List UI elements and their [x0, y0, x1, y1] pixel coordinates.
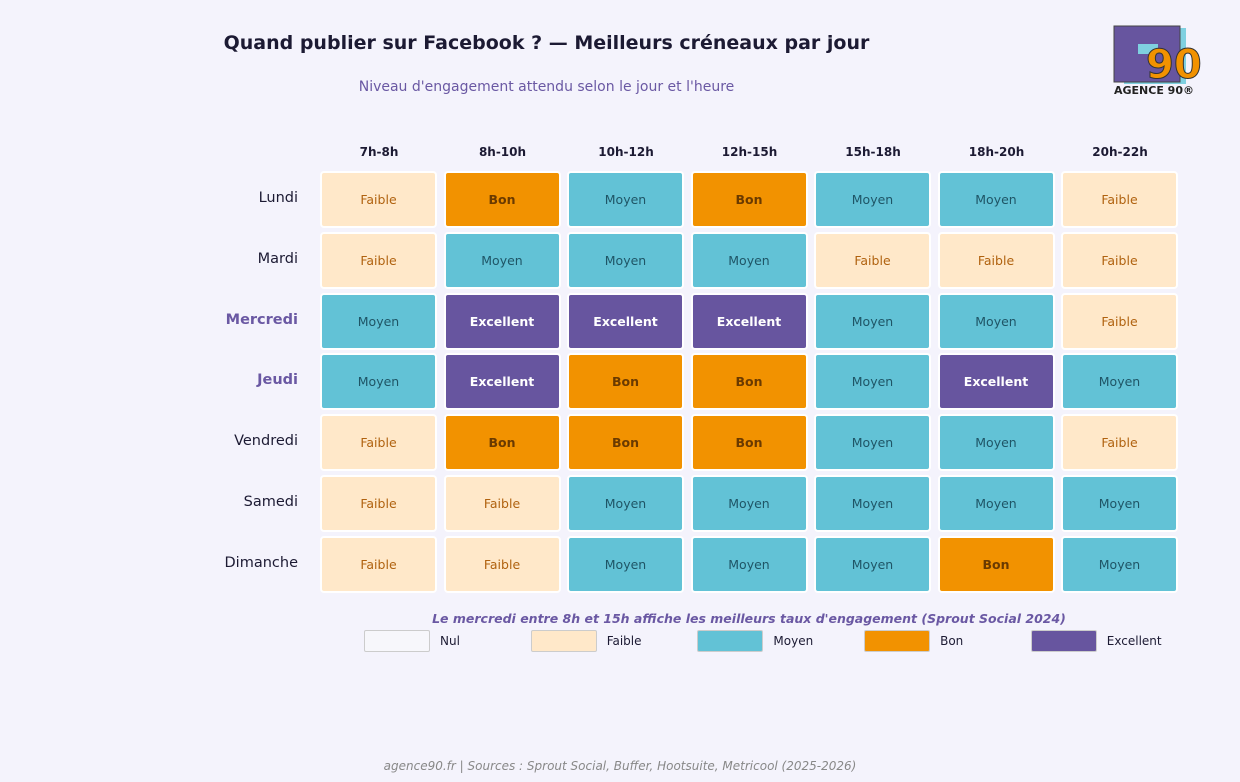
legend-swatch: [864, 630, 931, 652]
heatmap-cell: Bon: [567, 414, 684, 472]
heatmap-cell: Faible: [937, 231, 1055, 289]
row-header: Jeudi: [257, 372, 298, 389]
heatmap-cell: Moyen: [567, 171, 684, 228]
legend-label: Moyen: [773, 634, 814, 648]
agence90-logo: 90 AGENCE 90®: [1113, 25, 1202, 97]
heatmap-cell: Faible: [814, 231, 931, 289]
chart-annotation: Le mercredi entre 8h et 15h affiche les …: [432, 611, 1066, 626]
heatmap-cell: Faible: [443, 535, 561, 593]
heatmap-cell: Moyen: [814, 353, 931, 411]
heatmap-cell: Faible: [320, 535, 437, 593]
svg-text:90: 90: [1146, 42, 1202, 88]
heatmap-cell: Excellent: [937, 353, 1055, 411]
heatmap-cell: Moyen: [443, 231, 561, 289]
heatmap-cell: Moyen: [937, 171, 1055, 228]
heatmap-cell: Moyen: [690, 231, 808, 289]
column-header: 8h-10h: [478, 145, 527, 159]
legend-item: Faible: [530, 630, 642, 652]
chart-title: Quand publier sur Facebook ? — Meilleurs…: [223, 32, 870, 54]
heatmap-cell: Bon: [567, 353, 684, 411]
heatmap-cell: Excellent: [443, 353, 561, 411]
row-header: Mercredi: [225, 311, 298, 328]
legend-item: Nul: [364, 630, 460, 652]
heatmap-cell: Moyen: [814, 475, 931, 532]
heatmap-cell: Moyen: [814, 535, 931, 593]
heatmap-cell: Excellent: [690, 292, 808, 350]
heatmap-cell: Excellent: [443, 292, 561, 350]
heatmap-cell: Moyen: [814, 292, 931, 350]
column-header: 10h-12h: [598, 145, 654, 159]
heatmap-cell: Faible: [443, 475, 561, 532]
heatmap-cell: Faible: [1061, 231, 1178, 289]
heatmap-cell: Moyen: [690, 475, 808, 532]
legend-label: Faible: [606, 634, 642, 648]
heatmap-cell: Moyen: [1061, 353, 1178, 411]
heatmap-cell: Faible: [1061, 292, 1178, 350]
heatmap-cell: Faible: [1061, 414, 1178, 472]
heatmap-cell: Moyen: [320, 353, 437, 411]
legend-label: Bon: [940, 634, 964, 648]
legend-item: Moyen: [697, 630, 813, 652]
heatmap-cell: Faible: [320, 475, 437, 532]
row-header: Samedi: [243, 494, 298, 510]
legend-item: Bon: [864, 630, 963, 652]
row-header: Dimanche: [224, 554, 298, 571]
row-header: Lundi: [258, 190, 298, 206]
svg-text:AGENCE 90®: AGENCE 90®: [1114, 84, 1194, 97]
heatmap-cell: Bon: [690, 414, 808, 472]
column-header: 7h-8h: [359, 145, 399, 159]
legend-item: Excellent: [1030, 630, 1162, 652]
heatmap-cell: Excellent: [567, 292, 684, 350]
legend-label: Nul: [440, 634, 460, 648]
heatmap-cell: Moyen: [1061, 535, 1178, 593]
heatmap-cell: Moyen: [1061, 475, 1178, 532]
legend-swatch: [364, 630, 430, 652]
row-header: Vendredi: [234, 433, 298, 450]
heatmap-cell: Bon: [937, 535, 1055, 593]
column-header: 12h-15h: [721, 145, 778, 159]
chart-subtitle: Niveau d'engagement attendu selon le jou…: [358, 79, 735, 95]
heatmap-cell: Bon: [443, 414, 561, 472]
column-header: 18h-20h: [968, 145, 1025, 159]
heatmap-cell: Faible: [320, 231, 437, 289]
heatmap-cell: Moyen: [937, 475, 1055, 532]
heatmap-cell: Moyen: [814, 171, 931, 228]
heatmap-cell: Moyen: [937, 292, 1055, 350]
heatmap-cell: Moyen: [567, 535, 684, 593]
heatmap-cell: Bon: [690, 353, 808, 411]
row-header: Mardi: [257, 250, 298, 267]
heatmap-cell: Moyen: [567, 475, 684, 532]
heatmap-cell: Faible: [320, 414, 437, 472]
heatmap-cell: Moyen: [814, 414, 931, 472]
legend-swatch: [697, 630, 764, 652]
footer-sources: agence90.fr | Sources : Sprout Social, B…: [383, 759, 857, 773]
column-header: 20h-22h: [1092, 145, 1148, 159]
heatmap-cell: Moyen: [690, 535, 808, 593]
heatmap-cell: Moyen: [320, 292, 437, 350]
heatmap-cell: Bon: [690, 171, 808, 228]
heatmap-cell: Moyen: [937, 414, 1055, 472]
heatmap-cell: Faible: [1061, 171, 1178, 228]
legend-swatch: [530, 630, 597, 652]
legend-label: Excellent: [1106, 634, 1162, 648]
legend-swatch: [1030, 630, 1097, 652]
column-header: 15h-18h: [845, 145, 901, 159]
heatmap-cell: Bon: [443, 171, 561, 228]
heatmap-cell: Moyen: [567, 231, 684, 289]
heatmap-cell: Faible: [320, 171, 437, 228]
